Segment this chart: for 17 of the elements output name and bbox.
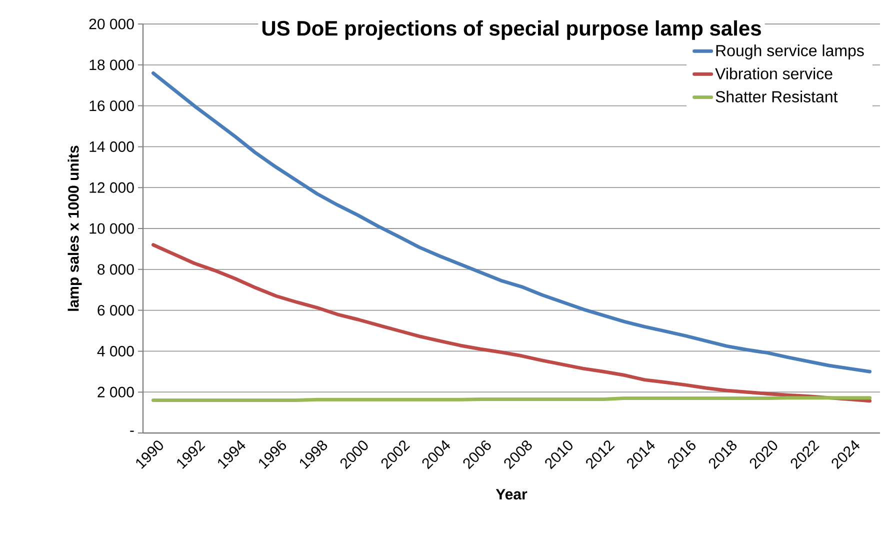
y-tick-label: 2 000: [98, 386, 134, 398]
y-tick-label: 16 000: [90, 100, 134, 112]
chart-title: US DoE projections of special purpose lamp sales: [262, 20, 761, 40]
y-axis-title: lamp sales x 1000 units: [68, 146, 82, 311]
y-tick-label: 4 000: [97, 346, 134, 357]
legend-label: Rough service lamps: [716, 44, 864, 60]
y-tick-label: 10 000: [90, 223, 134, 234]
legend-label: Shatter Resistant: [716, 90, 838, 102]
y-tick-label: 18 000: [90, 60, 134, 70]
y-tick-label: 6 000: [98, 304, 134, 316]
legend-label: Vibration service: [715, 68, 832, 80]
y-tick-label: 8 000: [98, 264, 134, 275]
x-axis-title: Year: [496, 489, 528, 500]
y-tick-label: 12 000: [90, 182, 134, 193]
y-tick-label: -: [130, 430, 134, 432]
y-tick-label: 20 000: [89, 18, 134, 30]
y-tick-label: 14 000: [90, 141, 134, 152]
